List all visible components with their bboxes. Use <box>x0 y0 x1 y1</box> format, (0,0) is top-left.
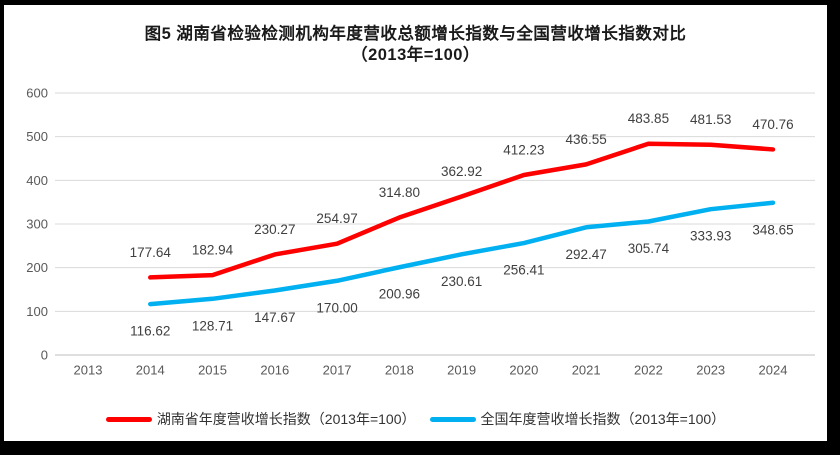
data-label-national: 292.47 <box>566 247 607 262</box>
x-tick-label: 2019 <box>447 363 476 378</box>
x-tick-label: 2013 <box>74 363 103 378</box>
data-label-national: 230.61 <box>441 274 482 289</box>
data-label-hunan: 483.85 <box>628 111 669 126</box>
y-tick-label: 300 <box>26 217 48 232</box>
data-label-hunan: 182.94 <box>192 243 234 258</box>
x-tick-label: 2017 <box>323 363 352 378</box>
series-line-national <box>148 200 776 307</box>
y-tick-label: 600 <box>26 86 48 101</box>
y-tick-label: 400 <box>26 173 48 188</box>
data-label-hunan: 470.76 <box>752 117 793 132</box>
x-tick-label: 2021 <box>572 363 601 378</box>
data-label-hunan: 481.53 <box>690 112 731 127</box>
data-label-national: 305.74 <box>628 241 670 256</box>
series-line-hunan <box>148 141 776 280</box>
legend-swatch-hunan-line <box>105 416 152 422</box>
data-label-hunan: 362.92 <box>441 164 482 179</box>
y-tick-label: 200 <box>26 260 48 275</box>
data-label-national: 200.96 <box>379 287 420 302</box>
data-label-national: 256.41 <box>503 263 544 278</box>
data-label-national: 116.62 <box>130 324 170 339</box>
x-tick-label: 2020 <box>509 363 538 378</box>
legend-item-hunan: 湖南省年度营收增长指数（2013年=100） <box>105 409 416 429</box>
data-label-national: 333.93 <box>690 229 731 244</box>
x-tick-label: 2023 <box>696 363 725 378</box>
data-label-national: 170.00 <box>316 300 357 315</box>
data-label-national: 348.65 <box>752 222 793 237</box>
data-label-hunan: 254.97 <box>316 211 357 226</box>
legend-item-national: 全国年度营收增长指数（2013年=100） <box>429 409 726 429</box>
x-tick-label: 2016 <box>260 363 289 378</box>
data-label-hunan: 177.64 <box>130 245 172 260</box>
legend: 湖南省年度营收增长指数（2013年=100） 全国年度营收增长指数（2013年=… <box>4 409 827 429</box>
data-label-national: 128.71 <box>192 318 233 333</box>
legend-label-hunan: 湖南省年度营收增长指数（2013年=100） <box>156 411 416 427</box>
chart-title: 图5 湖南省检验检测机构年度营收总额增长指数与全国营收增长指数对比 （2013年… <box>4 24 827 66</box>
x-tick-label: 2022 <box>634 363 663 378</box>
data-label-hunan: 230.27 <box>254 222 295 237</box>
y-tick-label: 500 <box>26 129 48 144</box>
y-tick-label: 0 <box>41 348 48 363</box>
plot-area: 0 100 200 300 400 500 600 2013 2014 2015 2016 2017 2… <box>26 86 815 378</box>
x-tick-label: 2014 <box>136 363 165 378</box>
chart-title-line2: （2013年=100） <box>351 46 480 64</box>
x-tick-label: 2018 <box>385 363 414 378</box>
legend-label-national: 全国年度营收增长指数（2013年=100） <box>480 411 726 427</box>
y-tick-label: 100 <box>26 304 48 319</box>
data-label-hunan: 436.55 <box>566 132 607 147</box>
legend-swatch-national-line <box>429 416 476 422</box>
x-tick-label: 2015 <box>198 363 227 378</box>
data-label-hunan: 314.80 <box>379 185 420 200</box>
data-label-hunan: 412.23 <box>503 142 544 157</box>
data-label-national: 147.67 <box>254 310 295 325</box>
chart-title-line1: 图5 湖南省检验检测机构年度营收总额增长指数与全国营收增长指数对比 <box>144 25 687 43</box>
x-tick-label: 2024 <box>759 363 788 378</box>
